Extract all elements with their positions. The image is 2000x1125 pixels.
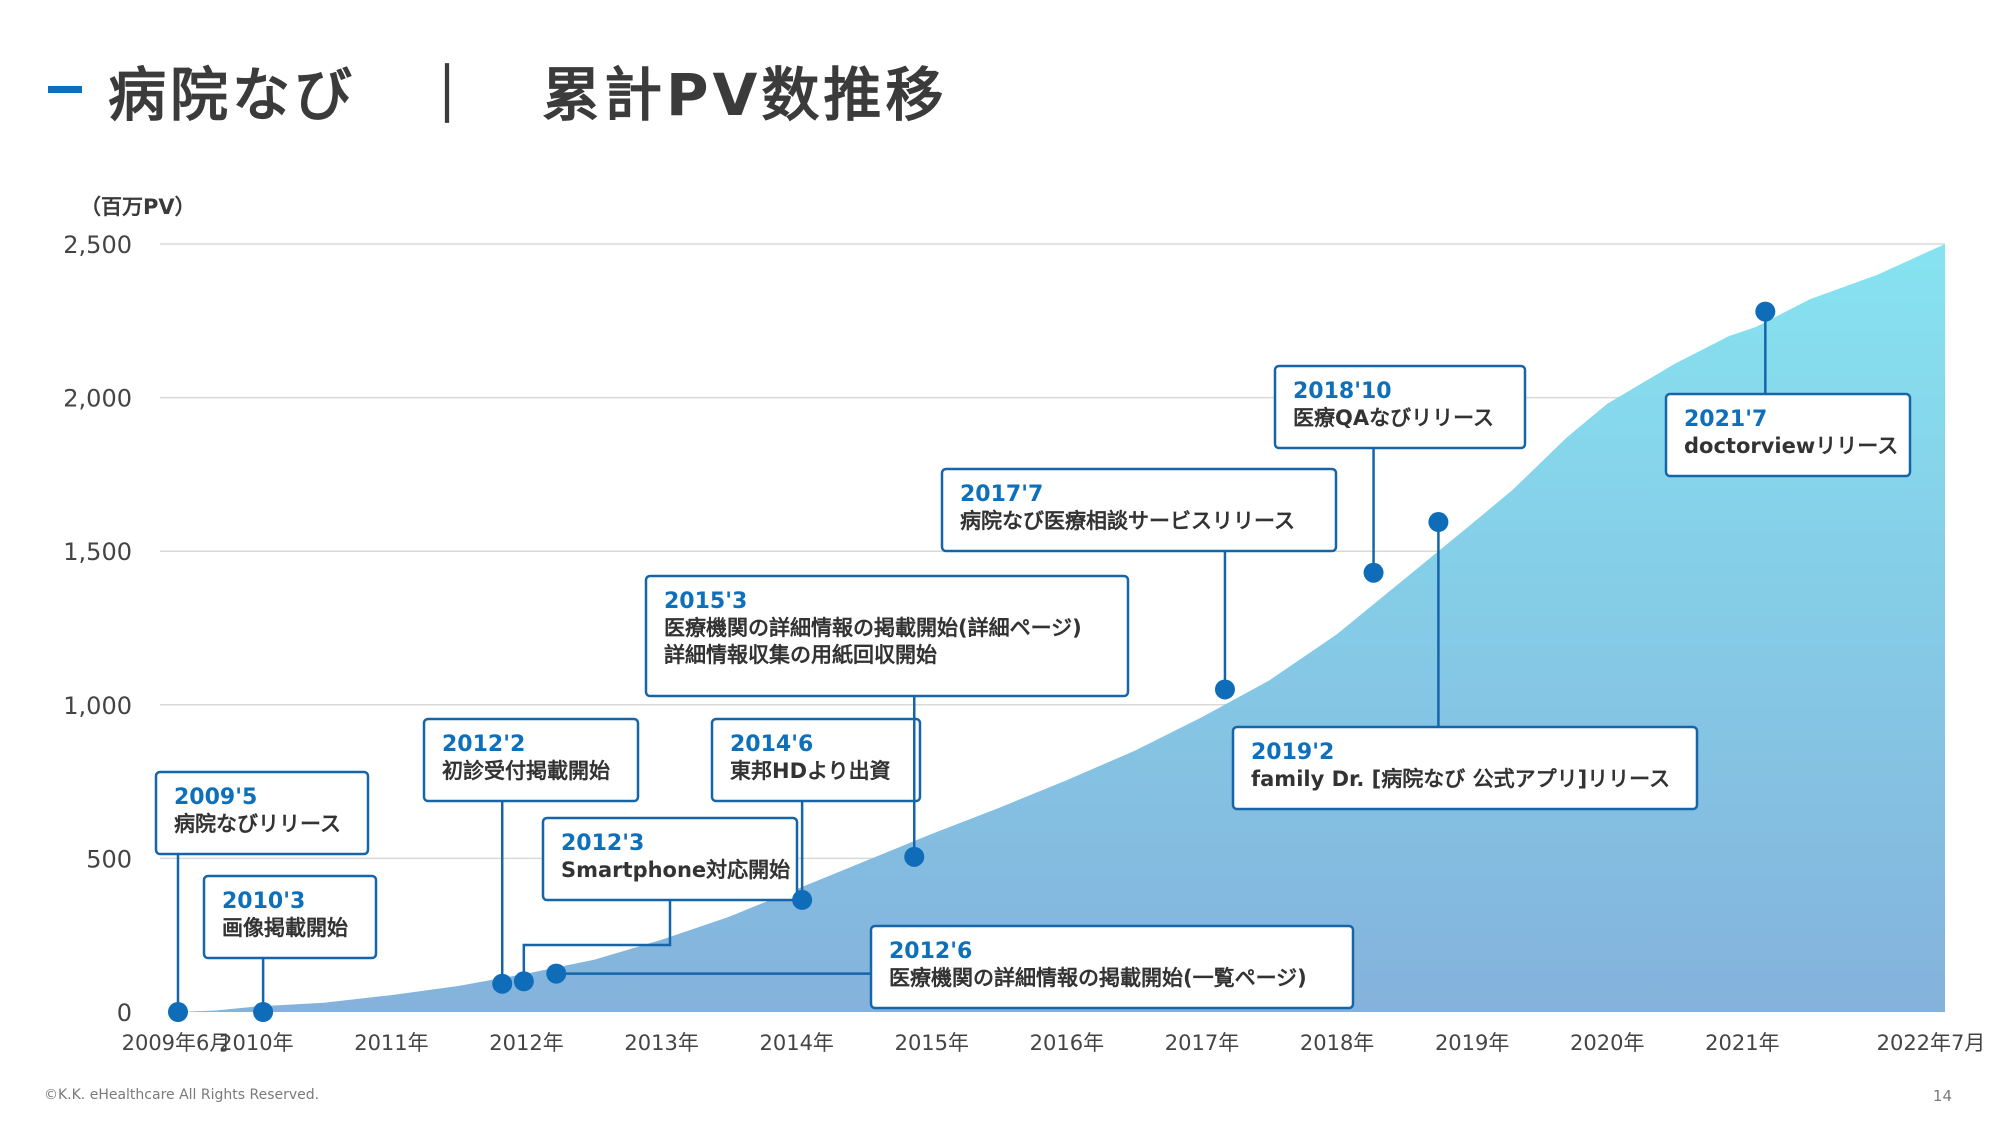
x-tick-label: 2013年	[624, 1031, 698, 1055]
x-tick-label: 2022年7月	[1877, 1031, 1986, 1055]
page-title: 病院なび ｜ 累計PV数推移	[108, 61, 948, 129]
x-tick-label: 2019年	[1435, 1031, 1509, 1055]
y-tick-label: 0	[117, 999, 132, 1027]
annotation-box	[1664, 392, 1912, 478]
x-tick-label: 2021年	[1705, 1031, 1779, 1055]
page-number: 14	[1932, 1087, 1952, 1105]
annotation-marker	[1755, 301, 1776, 322]
y-tick-label: 2,000	[63, 385, 132, 413]
annotation-text: 画像掲載開始	[222, 916, 348, 940]
title-accent-bar	[48, 86, 82, 93]
annotation-date: 2009'5	[174, 785, 257, 810]
y-tick-label: 1,000	[63, 692, 132, 720]
annotation-date: 2012'2	[442, 732, 525, 757]
annotation-date: 2021'7	[1684, 407, 1767, 432]
annotation-box	[154, 770, 370, 856]
annotation-box	[1231, 725, 1699, 811]
annotation-date: 2012'3	[561, 831, 644, 856]
annotation-marker	[513, 971, 534, 992]
x-tick-label: 2016年	[1030, 1031, 1104, 1055]
y-axis-unit-label: （百万PV）	[80, 195, 196, 219]
annotation-marker	[546, 963, 567, 984]
annotation-box	[541, 816, 799, 902]
x-tick-label: 2018年	[1300, 1031, 1374, 1055]
annotation-box	[940, 467, 1338, 553]
annotation-date: 2012'6	[889, 939, 972, 964]
annotation-marker	[904, 846, 925, 867]
x-tick-label: 2012年	[489, 1031, 563, 1055]
annotation-marker	[792, 889, 813, 910]
annotation-box	[710, 717, 922, 803]
footer-copyright: ©K.K. eHealthcare All Rights Reserved.	[44, 1087, 320, 1103]
annotation-text: 東邦HDより出資	[730, 759, 891, 783]
x-tick-label: 2010年	[219, 1031, 293, 1055]
annotation-date: 2018'10	[1293, 379, 1392, 404]
x-tick-label: 2015年	[895, 1031, 969, 1055]
annotation-box	[1273, 364, 1527, 450]
annotation-text: Smartphone対応開始	[561, 858, 790, 882]
annotation-text: doctorviewリリース	[1684, 434, 1898, 458]
x-tick-label: 2020年	[1570, 1031, 1644, 1055]
x-tick-label: 2014年	[759, 1031, 833, 1055]
annotation-date: 2010'3	[222, 889, 305, 914]
x-tick-label: 2011年	[354, 1031, 428, 1055]
annotation-date: 2015'3	[664, 589, 747, 614]
annotation-box	[644, 574, 1130, 698]
y-tick-label: 500	[86, 845, 132, 873]
annotation-text: 詳細情報収集の用紙回収開始	[664, 643, 937, 667]
annotation-box	[869, 924, 1355, 1010]
annotation-connector	[522, 900, 672, 982]
annotation-marker	[492, 973, 513, 994]
annotation-text: 初診受付掲載開始	[442, 759, 610, 783]
annotation-box	[202, 874, 378, 960]
annotation-box	[422, 717, 640, 803]
annotation-marker	[1214, 679, 1235, 700]
annotation-text: 病院なび医療相談サービスリリース	[960, 509, 1295, 533]
y-tick-label: 2,500	[63, 231, 132, 259]
annotation-text: 病院なびリリース	[174, 812, 341, 836]
x-tick-label: 2009年6月	[122, 1031, 231, 1055]
annotation-marker	[253, 1002, 274, 1022]
annotation-date: 2017'7	[960, 482, 1043, 507]
annotation-date: 2014'6	[730, 732, 813, 757]
cumulative-pv-area	[178, 244, 1945, 1012]
x-tick-label: 2017年	[1165, 1031, 1239, 1055]
annotation-text: 医療機関の詳細情報の掲載開始(詳細ページ)	[664, 616, 1082, 640]
annotation-text: family Dr. [病院なび 公式アプリ]リリース	[1251, 767, 1670, 791]
annotation-marker	[1428, 512, 1449, 533]
annotation-marker	[1363, 562, 1384, 583]
annotation-text: 医療機関の詳細情報の掲載開始(一覧ページ)	[889, 966, 1307, 990]
annotation-marker	[168, 1002, 188, 1022]
annotation-date: 2019'2	[1251, 740, 1334, 765]
y-tick-label: 1,500	[63, 538, 132, 566]
annotation-text: 医療QAなびリリース	[1293, 406, 1494, 430]
